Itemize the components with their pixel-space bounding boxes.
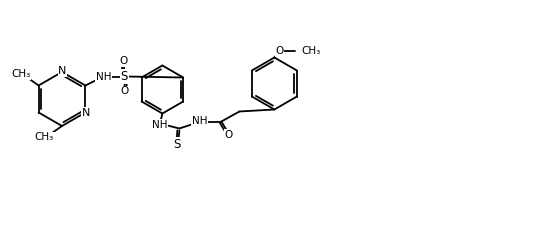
Text: CH₃: CH₃	[12, 69, 31, 79]
Text: NH: NH	[192, 116, 207, 127]
Text: NH: NH	[96, 72, 111, 82]
Text: CH₃: CH₃	[35, 133, 54, 143]
Text: N: N	[82, 108, 90, 118]
Text: O: O	[224, 130, 232, 140]
Text: O: O	[120, 57, 128, 67]
Text: CH₃: CH₃	[301, 46, 320, 57]
Text: S: S	[174, 138, 181, 151]
Text: O: O	[121, 86, 129, 97]
Text: O: O	[276, 46, 283, 57]
Text: S: S	[121, 70, 128, 83]
Text: N: N	[58, 67, 67, 76]
Text: NH: NH	[152, 119, 167, 130]
